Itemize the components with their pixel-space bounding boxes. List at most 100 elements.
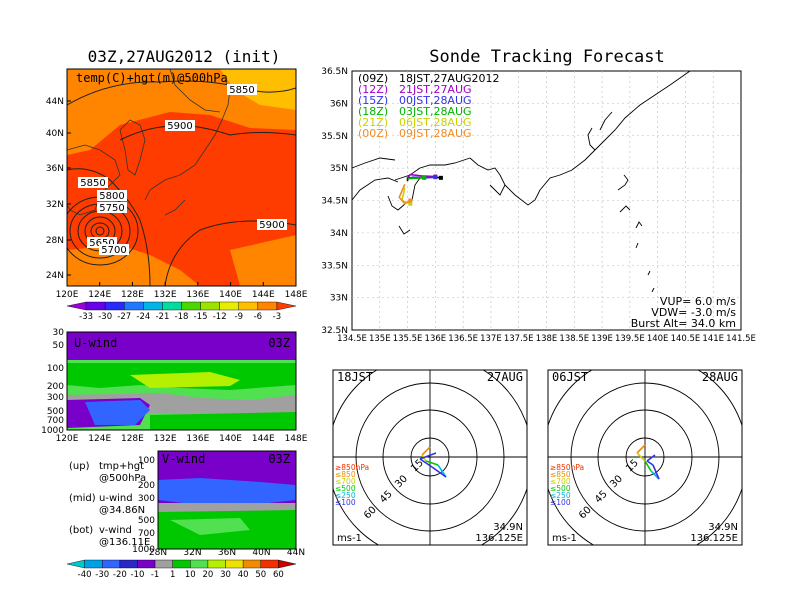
polar-legend-item: ≤850	[550, 470, 571, 479]
colorbar-label: -10	[131, 570, 145, 580]
note-key: (bot)	[69, 525, 93, 536]
lon-tick-label: 148E	[285, 290, 308, 300]
vwind-pressure-axis: 100 200 300 500 700 1000	[132, 456, 155, 555]
colorbar-label: -21	[155, 312, 169, 322]
pressure-tick-label: 500	[47, 407, 64, 417]
sonde-param: Burst Alt= 34.0 km	[631, 317, 736, 330]
colorbar-label: -15	[194, 312, 208, 322]
colorbar-label: 30	[220, 570, 231, 580]
lat-tick-label: 40N	[252, 548, 270, 558]
lat-tick-label: 33.5N	[321, 261, 348, 271]
colorbar-swatch	[238, 301, 259, 311]
lon-tick-label: 135E	[369, 334, 391, 344]
hodograph-segment	[636, 444, 646, 454]
legend-code: (15Z)	[358, 94, 388, 107]
colorbar-label: 60	[273, 570, 284, 580]
colorbar-swatch	[207, 559, 226, 569]
sonde-track-line	[398, 183, 411, 205]
lat-tick-label: 33N	[330, 294, 348, 304]
note-line: @500hPa	[99, 473, 146, 484]
uwind-lon-axis: 120E 124E 128E 132E 136E 140E 144E 148E	[56, 434, 308, 444]
lon-tick-label: 135.5E	[393, 334, 423, 344]
colorbar-swatch	[181, 301, 201, 311]
contour-label: 5800	[99, 191, 124, 202]
warm-region-northeast	[220, 69, 296, 110]
lon-tick-label: 140E	[219, 434, 242, 444]
colorbar-label: -27	[117, 312, 131, 322]
lat-tick-label: 36N	[46, 164, 64, 174]
temp-panel-title: temp(C)+hgt(m)@500hPa	[76, 71, 228, 85]
hodograph-segment	[644, 460, 652, 472]
vwind-band-blue	[158, 478, 296, 505]
sonde-burst-point	[408, 201, 413, 206]
sonde-burst-point	[408, 198, 413, 203]
vwind-title: V-wind	[162, 452, 205, 466]
polar-legend-item: ≤500	[550, 484, 571, 493]
lon-tick-label: 144E	[252, 434, 275, 444]
legend-label: 21JST,27AUG	[399, 83, 472, 96]
lon-tick-label: 137.5E	[504, 334, 534, 344]
lon-tick-label: 124E	[88, 290, 111, 300]
colorbar-swatch	[242, 559, 261, 569]
coastline-korea	[119, 119, 146, 176]
colorbar-label: -33	[79, 312, 93, 322]
lat-tick-label: 35.5N	[321, 132, 348, 142]
sonde-lon-axis: 134.5E 135E 135.5E 136E 136.5E 137E 137.5E 138E…	[337, 334, 756, 344]
colorbar-label: -40	[78, 570, 92, 580]
polar-lat: 34.9N	[708, 522, 738, 533]
colorbar-swatch	[190, 559, 209, 569]
sonde-lat-axis: 36.5N 36N 35.5N 35N 34.5N 34N 33.5N 33N 32.5N	[321, 67, 348, 336]
colorbar-swatch	[85, 301, 106, 311]
lon-tick-label: 128E	[121, 290, 144, 300]
lon-tick-label: 136E	[186, 290, 209, 300]
polar-time: 18JST	[337, 370, 373, 384]
pressure-tick-label: 500	[138, 516, 155, 526]
colorbar-label: 40	[238, 570, 249, 580]
colorbar-swatch	[143, 301, 163, 311]
legend-code: (09Z)	[358, 72, 388, 85]
contour-labels: 5850 5900 5850 5800 5750 5650 5700 5900	[78, 84, 287, 256]
warm-region-southeast	[230, 235, 296, 286]
sonde-burst-point	[438, 175, 443, 180]
lat-tick-label: 36N	[330, 99, 348, 109]
note-line: u-wind	[99, 493, 133, 504]
colorbar-label: -24	[136, 312, 150, 322]
lat-tick-label: 36.5N	[321, 67, 348, 77]
colorbar-swatch	[276, 301, 297, 311]
sonde-track-line	[406, 173, 436, 179]
pressure-tick-label: 200	[138, 481, 155, 491]
lon-tick-label: 138E	[536, 334, 558, 344]
polar-legend-item: ≤100	[550, 498, 571, 507]
colorbar-swatch	[257, 301, 278, 311]
lon-tick-label: 124E	[88, 434, 111, 444]
legend-label: 18JST,27AUG2012	[399, 72, 500, 85]
polar-lat: 34.9N	[493, 522, 523, 533]
lat-tick-label: 32.5N	[321, 326, 348, 336]
colorbar-label: -20	[113, 570, 127, 580]
uwind-band-blue	[85, 400, 150, 425]
legend-label: 06JST,28AUG	[399, 116, 472, 129]
colorbar-label: -18	[175, 312, 189, 322]
lon-tick-label: 138.5E	[559, 334, 589, 344]
lon-tick-label: 139E	[591, 334, 613, 344]
contour-label: 5900	[167, 121, 192, 132]
polar-legend-item: ≤850	[335, 470, 356, 479]
lon-tick-label: 134.5E	[337, 334, 367, 344]
lon-tick-label: 128E	[121, 434, 144, 444]
sonde-burst-point	[422, 175, 427, 180]
colorbar-swatch	[119, 559, 138, 569]
hodograph-segment	[419, 452, 437, 460]
vwind-time: 03Z	[268, 452, 290, 466]
contour-label: 5650	[89, 238, 114, 249]
lon-tick-label: 132E	[154, 434, 177, 444]
legend-label: 00JST,28AUG	[399, 94, 472, 107]
legend-code: (18Z)	[358, 105, 388, 118]
temp-lon-axis: 120E 124E 128E 132E 136E 140E 144E 148E	[56, 282, 308, 300]
lat-tick-label: 28N	[149, 548, 167, 558]
colorbar-swatch	[219, 301, 239, 311]
pressure-tick-label: 100	[138, 456, 155, 466]
colorbar-label: 50	[255, 570, 266, 580]
contour-label: 5750	[99, 203, 124, 214]
note-key: (up)	[69, 461, 90, 472]
